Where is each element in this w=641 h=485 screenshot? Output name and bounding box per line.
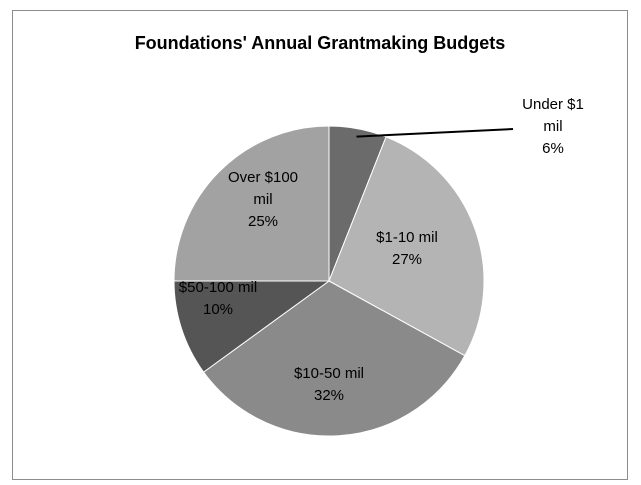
slice-name-3: $50-100 mil <box>179 279 257 296</box>
pie-slice-3 <box>173 280 331 373</box>
slice-name-0: mil <box>543 118 562 135</box>
slice-value-4: 25% <box>248 213 278 230</box>
slice-name-0: Under $1 <box>522 96 584 113</box>
slice-label-2: $10-50 mil 32% <box>294 365 364 404</box>
pie-slice-4 <box>173 125 330 282</box>
pie-slice-2 <box>202 280 466 437</box>
slice-value-0: 6% <box>542 140 564 157</box>
slice-label-0: Under $1 mil 6% <box>522 96 584 157</box>
slice-name-2: $10-50 mil <box>294 365 364 382</box>
slice-value-1: 27% <box>392 251 422 268</box>
slice-label-4: Over $100 mil 25% <box>228 169 298 230</box>
slice-value-3: 10% <box>203 301 233 318</box>
slice-name-4: mil <box>253 191 272 208</box>
chart-title: Foundations' Annual Grantmaking Budgets <box>134 33 506 53</box>
slice-name-1: $1-10 mil <box>376 229 438 246</box>
slice-value-2: 32% <box>314 387 344 404</box>
slice-label-3: $50-100 mil 10% <box>179 279 257 318</box>
leader-line-0 <box>356 128 514 138</box>
slice-name-4: Over $100 <box>228 169 298 186</box>
pie-slice-1 <box>328 136 485 357</box>
slice-label-1: $1-10 mil 27% <box>376 229 438 268</box>
